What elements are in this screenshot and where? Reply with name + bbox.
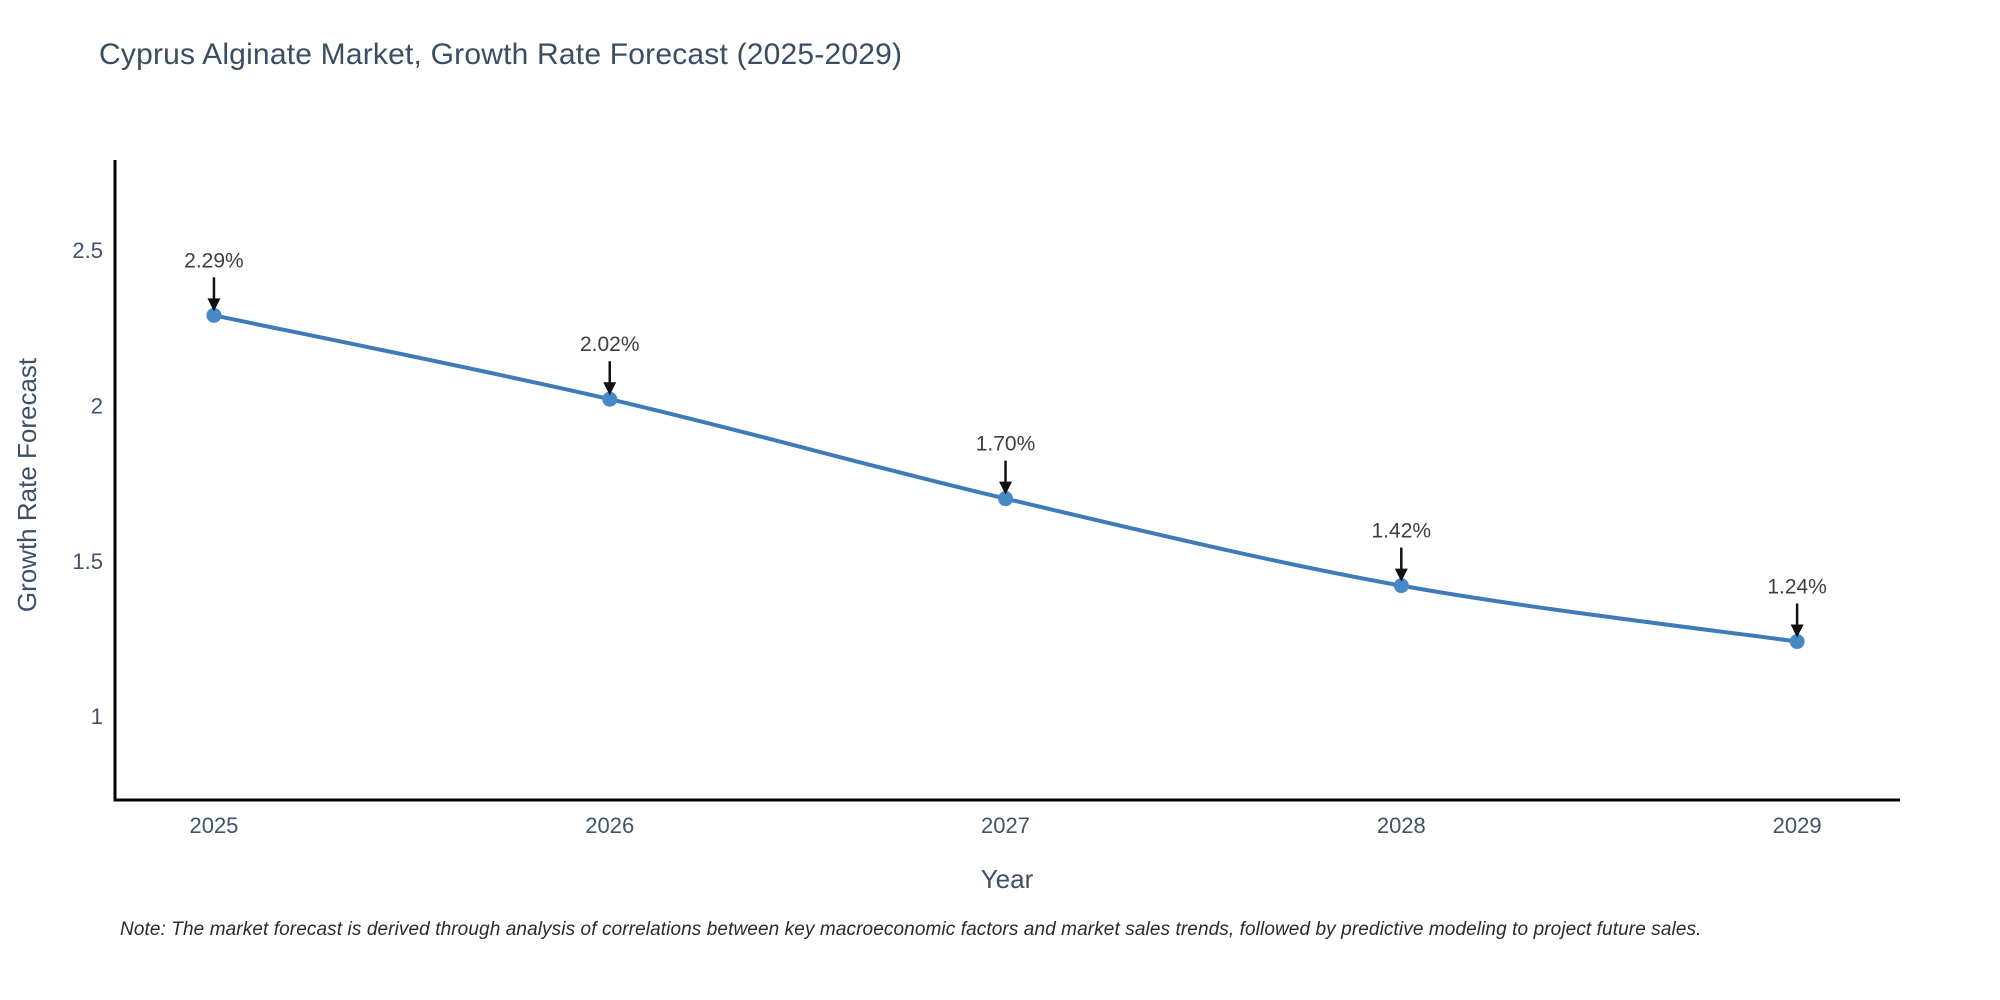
data-point-marker xyxy=(998,491,1014,507)
data-point-marker xyxy=(602,391,618,407)
y-tick-label: 2 xyxy=(91,393,103,418)
annotation-arrow-head xyxy=(1790,624,1804,638)
data-point-label: 2.29% xyxy=(184,249,244,272)
x-tick-label: 2025 xyxy=(189,813,238,838)
x-tick-label: 2028 xyxy=(1377,813,1426,838)
footnote: Note: The market forecast is derived thr… xyxy=(120,919,1702,940)
data-point-label: 2.02% xyxy=(580,333,640,356)
y-tick-label: 1.5 xyxy=(72,549,103,574)
y-tick-label: 2.5 xyxy=(72,238,103,263)
x-tick-label: 2029 xyxy=(1773,813,1822,838)
plot-area: 1 1.5 2 2.5 2025 2026 2027 2028 2029 2.29% 2.02% 1.… xyxy=(72,160,1900,838)
x-tick-label: 2027 xyxy=(981,813,1030,838)
y-axis-title: Growth Rate Forecast xyxy=(12,357,42,612)
data-point-label: 1.70% xyxy=(976,433,1036,456)
data-point-label: 1.42% xyxy=(1372,520,1432,543)
annotation-arrow-head xyxy=(1394,568,1408,582)
x-tick-label: 2026 xyxy=(585,813,634,838)
data-point-marker xyxy=(1789,634,1805,650)
x-axis-title: Year xyxy=(981,864,1034,894)
y-tick-label: 1 xyxy=(91,704,103,729)
data-point-marker xyxy=(1393,578,1409,594)
data-point-marker xyxy=(206,307,222,323)
annotation-arrow-head xyxy=(603,382,617,396)
annotation-arrow-head xyxy=(999,481,1013,495)
data-point-label: 1.24% xyxy=(1767,576,1827,599)
annotation-arrow-head xyxy=(207,298,221,312)
chart-title: Cyprus Alginate Market, Growth Rate Fore… xyxy=(99,38,903,71)
